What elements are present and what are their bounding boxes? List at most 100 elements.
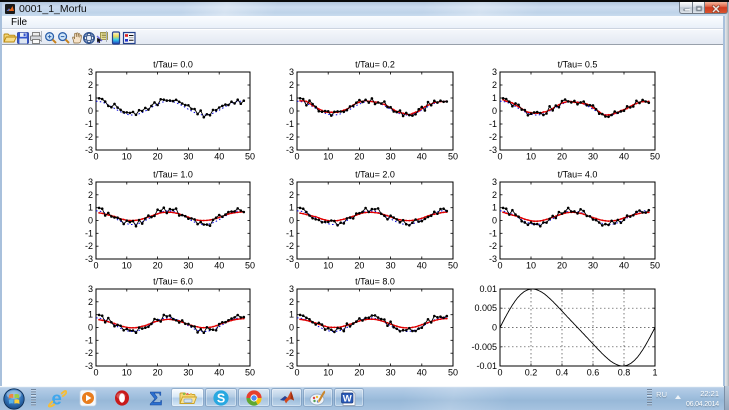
svg-text:t/Tau= 0.0: t/Tau= 0.0: [153, 60, 193, 70]
svg-text:2: 2: [492, 190, 497, 200]
svg-text:-1: -1: [489, 119, 497, 129]
svg-text:-1: -1: [286, 119, 294, 129]
svg-text:1: 1: [88, 310, 93, 320]
svg-text:2: 2: [289, 190, 294, 200]
svg-text:e: e: [51, 388, 61, 408]
svg-text:0: 0: [497, 368, 502, 378]
svg-text:0: 0: [492, 323, 497, 333]
svg-text:t/Tau= 1.0: t/Tau= 1.0: [153, 170, 193, 180]
svg-text:50: 50: [448, 152, 458, 162]
svg-text:0: 0: [294, 368, 299, 378]
svg-text:2: 2: [88, 297, 93, 307]
svg-text:2: 2: [289, 297, 294, 307]
svg-text:20: 20: [354, 261, 364, 271]
svg-text:0.8: 0.8: [618, 368, 631, 378]
svg-text:1: 1: [492, 203, 497, 213]
svg-text:-1: -1: [85, 335, 93, 345]
svg-text:30: 30: [386, 261, 396, 271]
svg-text:-3: -3: [286, 254, 294, 264]
svg-text:1: 1: [652, 368, 657, 378]
svg-text:2: 2: [88, 80, 93, 90]
svg-text:1: 1: [88, 93, 93, 103]
svg-text:50: 50: [448, 261, 458, 271]
svg-text:0: 0: [289, 106, 294, 116]
svg-text:-1: -1: [489, 228, 497, 238]
svg-text:0: 0: [497, 261, 502, 271]
svg-text:-2: -2: [85, 348, 93, 358]
svg-text:30: 30: [183, 152, 193, 162]
svg-text:2: 2: [492, 80, 497, 90]
svg-text:3: 3: [492, 67, 497, 77]
svg-text:-3: -3: [85, 361, 93, 371]
svg-text:-2: -2: [286, 348, 294, 358]
svg-text:-2: -2: [489, 132, 497, 142]
svg-text:10: 10: [323, 368, 333, 378]
svg-text:20: 20: [153, 261, 163, 271]
svg-text:-1: -1: [85, 119, 93, 129]
svg-text:-2: -2: [489, 241, 497, 251]
svg-text:W: W: [343, 393, 352, 404]
svg-text:20: 20: [354, 152, 364, 162]
svg-text:1: 1: [492, 93, 497, 103]
svg-text:0: 0: [492, 216, 497, 226]
svg-text:-2: -2: [286, 132, 294, 142]
svg-text:0: 0: [294, 261, 299, 271]
svg-text:-3: -3: [489, 254, 497, 264]
svg-text:-0.01: -0.01: [476, 361, 497, 371]
svg-text:3: 3: [88, 284, 93, 294]
svg-text:40: 40: [619, 152, 629, 162]
svg-text:0: 0: [492, 106, 497, 116]
svg-text:40: 40: [214, 368, 224, 378]
svg-text:0.2: 0.2: [525, 368, 538, 378]
svg-text:t/Tau= 4.0: t/Tau= 4.0: [558, 170, 598, 180]
svg-text:1: 1: [289, 203, 294, 213]
svg-text:t/Tau= 0.2: t/Tau= 0.2: [355, 60, 395, 70]
svg-text:3: 3: [88, 177, 93, 187]
svg-text:10: 10: [323, 152, 333, 162]
svg-text:0: 0: [93, 261, 98, 271]
svg-text:3: 3: [289, 284, 294, 294]
svg-text:t/Tau= 8.0: t/Tau= 8.0: [355, 277, 395, 287]
svg-text:3: 3: [492, 177, 497, 187]
svg-text:40: 40: [417, 152, 427, 162]
svg-text:0.6: 0.6: [587, 368, 600, 378]
svg-text:0.4: 0.4: [556, 368, 569, 378]
svg-text:0: 0: [88, 106, 93, 116]
svg-text:30: 30: [183, 368, 193, 378]
svg-text:3: 3: [88, 67, 93, 77]
svg-text:20: 20: [354, 368, 364, 378]
svg-text:-3: -3: [286, 361, 294, 371]
svg-text:0: 0: [93, 368, 98, 378]
svg-text:-1: -1: [286, 335, 294, 345]
svg-text:-3: -3: [85, 145, 93, 155]
svg-text:-3: -3: [286, 145, 294, 155]
svg-text:40: 40: [619, 261, 629, 271]
svg-text:-2: -2: [85, 241, 93, 251]
svg-text:50: 50: [245, 368, 255, 378]
svg-text:10: 10: [526, 152, 536, 162]
svg-text:S: S: [217, 392, 225, 406]
svg-text:30: 30: [588, 152, 598, 162]
svg-text:50: 50: [650, 261, 660, 271]
svg-text:0.01: 0.01: [479, 284, 497, 294]
svg-text:1: 1: [88, 203, 93, 213]
svg-text:-1: -1: [286, 228, 294, 238]
svg-text:50: 50: [650, 152, 660, 162]
svg-text:1: 1: [289, 310, 294, 320]
svg-text:0: 0: [93, 152, 98, 162]
svg-text:3: 3: [289, 177, 294, 187]
svg-text:10: 10: [526, 261, 536, 271]
svg-text:3: 3: [289, 67, 294, 77]
svg-text:0: 0: [289, 216, 294, 226]
svg-text:0: 0: [497, 152, 502, 162]
svg-text:-3: -3: [85, 254, 93, 264]
svg-text:50: 50: [245, 261, 255, 271]
svg-text:-0.005: -0.005: [471, 342, 497, 352]
svg-text:0: 0: [88, 216, 93, 226]
svg-text:20: 20: [557, 152, 567, 162]
svg-text:t/Tau= 0.5: t/Tau= 0.5: [558, 60, 598, 70]
svg-text:0: 0: [294, 152, 299, 162]
svg-text:Σ: Σ: [149, 388, 162, 408]
svg-text:20: 20: [153, 152, 163, 162]
svg-text:10: 10: [323, 261, 333, 271]
